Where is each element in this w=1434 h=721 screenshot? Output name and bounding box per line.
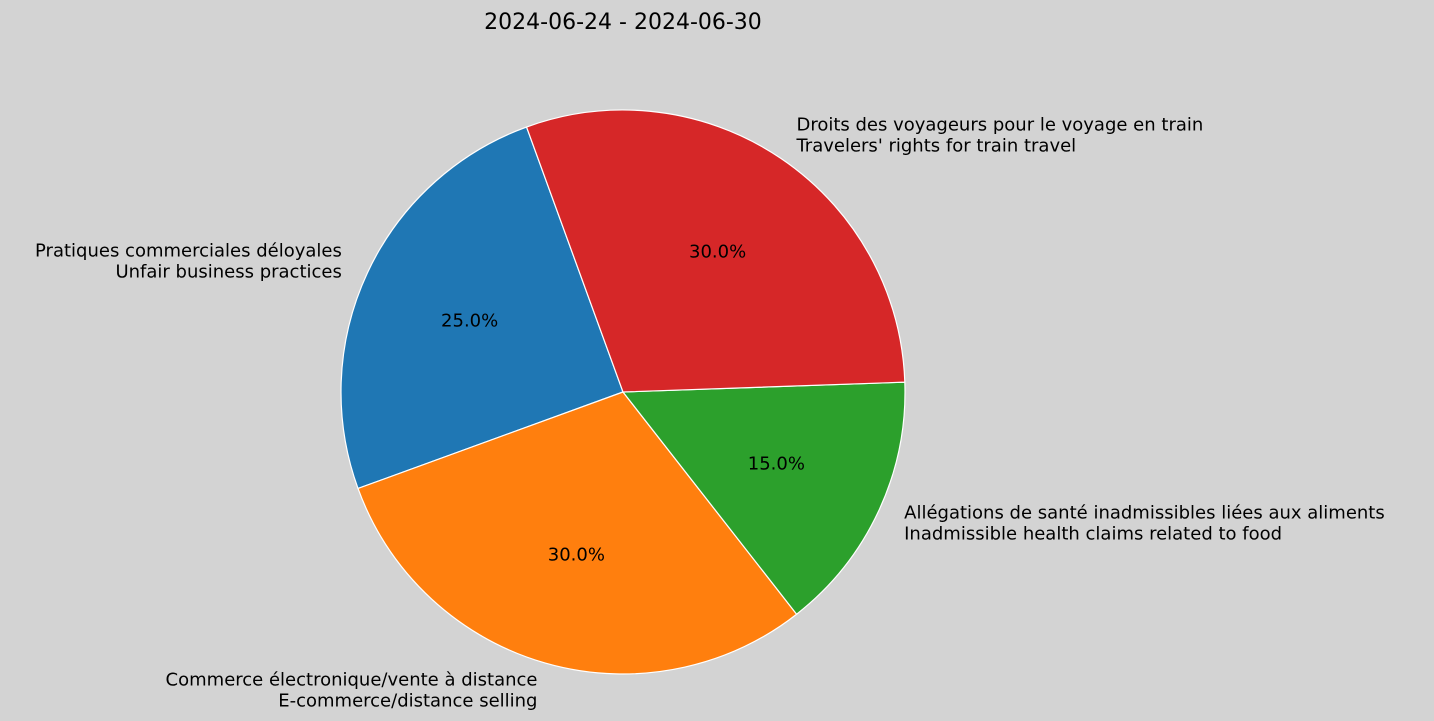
slice-label-1: Commerce électronique/vente à distance E-…: [166, 670, 538, 712]
slice-label-line: Pratiques commerciales déloyales: [35, 240, 342, 261]
slice-label-2: Allégations de santé inadmissibles liées…: [904, 503, 1385, 545]
slice-label-line: E-commerce/distance selling: [278, 691, 537, 712]
pct-label-0: 25.0%: [441, 310, 498, 331]
slice-label-line: Unfair business practices: [115, 261, 341, 282]
pie-slice-1: [357, 391, 798, 675]
slice-label-3: Droits des voyageurs pour le voyage en t…: [795, 114, 1203, 156]
pie-slice-0: [340, 126, 624, 490]
slice-label-line: Allégations de santé inadmissibles liées…: [904, 503, 1385, 524]
slice-label-line: Commerce électronique/vente à distance: [166, 670, 538, 691]
slice-label-0: Pratiques commerciales déloyales Unfair b…: [35, 240, 342, 282]
pie-slice-3: [525, 109, 906, 393]
pct-label-1: 30.0%: [548, 545, 605, 566]
slice-label-line: Inadmissible health claims related to fo…: [904, 524, 1282, 545]
slice-label-line: Travelers' rights for train travel: [795, 135, 1076, 156]
pct-label-2: 15.0%: [748, 454, 805, 475]
pct-label-3: 30.0%: [689, 242, 746, 263]
pie-slice-2: [621, 381, 906, 616]
slice-label-line: Droits des voyageurs pour le voyage en t…: [796, 114, 1203, 135]
chart-title: 2024-06-24 - 2024-06-30: [484, 10, 762, 35]
